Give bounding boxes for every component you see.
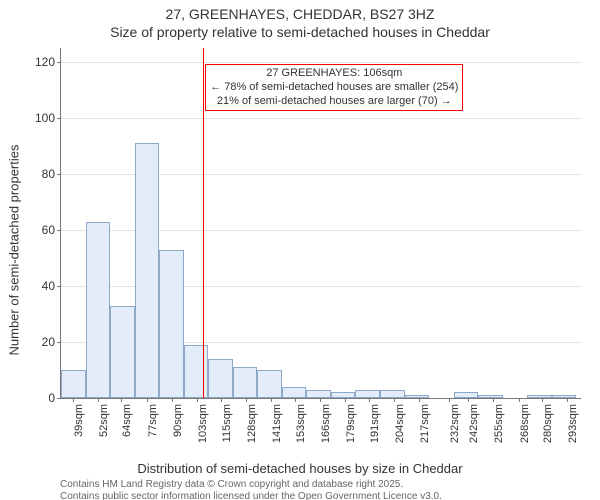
histogram-bar [135,143,160,398]
histogram-bar [478,395,503,398]
x-tick [394,398,395,402]
y-tick-label: 0 [48,391,55,405]
y-axis-label: Number of semi-detached properties [7,145,22,356]
x-tick [121,398,122,402]
x-tick [320,398,321,402]
annotation-box: 27 GREENHAYES: 106sqm← 78% of semi-detac… [205,64,463,111]
x-tick [295,398,296,402]
x-tick-label: 153sqm [295,404,307,443]
y-tick-label: 100 [35,111,55,125]
histogram-bar [282,387,307,398]
y-tick [57,230,61,231]
y-tick-label: 120 [35,55,55,69]
x-tick [197,398,198,402]
chart-title-line2: Size of property relative to semi-detach… [0,24,600,40]
histogram-bar [527,395,552,398]
x-tick [147,398,148,402]
x-tick [519,398,520,402]
histogram-bar [61,370,86,398]
x-tick [246,398,247,402]
attribution-line2: Contains public sector information licen… [60,491,442,500]
y-tick-label: 20 [42,335,55,349]
x-tick-label: 128sqm [246,404,258,443]
x-tick [221,398,222,402]
histogram-bar [405,395,430,398]
x-tick-label: 64sqm [121,404,133,437]
y-tick [57,118,61,119]
y-tick [57,174,61,175]
y-tick [57,342,61,343]
x-tick-label: 293sqm [567,404,579,443]
x-tick [449,398,450,402]
x-tick [567,398,568,402]
x-tick [493,398,494,402]
x-tick-label: 166sqm [320,404,332,443]
x-tick-label: 39sqm [73,404,85,437]
x-tick-label: 52sqm [98,404,110,437]
x-tick [271,398,272,402]
histogram-bar [86,222,111,398]
annotation-line1: 27 GREENHAYES: 106sqm [210,67,458,81]
chart-container: 27, GREENHAYES, CHEDDAR, BS27 3HZ Size o… [0,0,600,500]
chart-title-line1: 27, GREENHAYES, CHEDDAR, BS27 3HZ [0,6,600,22]
x-tick [419,398,420,402]
plot-area: 02040608010012039sqm52sqm64sqm77sqm90sqm… [60,48,581,399]
x-tick-label: 90sqm [172,404,184,437]
x-tick [172,398,173,402]
x-tick-label: 77sqm [147,404,159,437]
x-tick-label: 179sqm [345,404,357,443]
histogram-bar [454,392,479,398]
y-gridline [61,118,581,119]
x-tick-label: 141sqm [271,404,283,443]
x-tick-label: 242sqm [468,404,480,443]
histogram-bar [159,250,184,398]
x-tick-label: 255sqm [493,404,505,443]
y-tick [57,62,61,63]
histogram-bar [233,367,258,398]
y-tick-label: 60 [42,223,55,237]
y-tick-label: 40 [42,279,55,293]
histogram-bar [306,390,331,398]
x-tick [542,398,543,402]
y-tick [57,398,61,399]
histogram-bar [331,392,356,398]
x-tick-label: 268sqm [519,404,531,443]
y-tick-label: 80 [42,167,55,181]
x-tick [369,398,370,402]
histogram-bar [257,370,282,398]
y-gridline [61,62,581,63]
x-tick [468,398,469,402]
x-axis-label: Distribution of semi-detached houses by … [0,461,600,476]
x-tick-label: 204sqm [394,404,406,443]
annotation-line2: ← 78% of semi-detached houses are smalle… [210,81,458,95]
histogram-bar [184,345,209,398]
x-tick [73,398,74,402]
x-tick-label: 191sqm [369,404,381,443]
x-tick [345,398,346,402]
histogram-bar [110,306,135,398]
annotation-line3: 21% of semi-detached houses are larger (… [210,95,458,109]
x-tick-label: 280sqm [542,404,554,443]
histogram-bar [552,395,577,398]
y-tick [57,286,61,287]
x-tick [98,398,99,402]
x-tick-label: 217sqm [419,404,431,443]
attribution-line1: Contains HM Land Registry data © Crown c… [60,479,403,490]
x-tick-label: 232sqm [449,404,461,443]
property-marker-line [203,48,204,398]
histogram-bar [355,390,380,398]
x-tick-label: 103sqm [197,404,209,443]
histogram-bar [380,390,405,398]
x-tick-label: 115sqm [221,404,233,442]
histogram-bar [208,359,233,398]
